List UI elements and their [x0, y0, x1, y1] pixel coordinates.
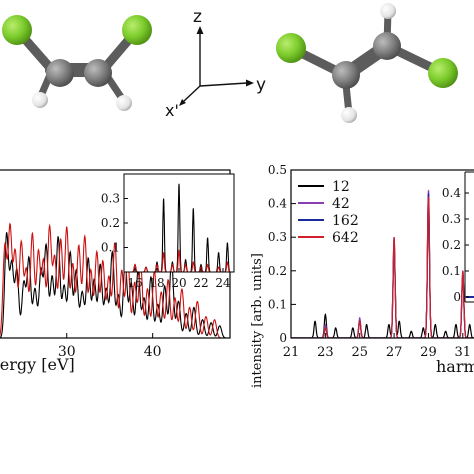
hydrogen-atom: [380, 3, 396, 19]
legend-label-12: 12: [332, 179, 350, 195]
right-y-axis-label: intensity [arb. units]: [250, 253, 265, 388]
right-x-tick-label: 25: [351, 345, 368, 360]
right-x-tick-label: 23: [317, 345, 334, 360]
axis-label-y: y: [256, 75, 266, 95]
legend-label-642: 642: [332, 230, 359, 246]
carbon-atom: [332, 61, 360, 89]
carbon-atom: [46, 59, 74, 87]
left-inset-x-tick-label: 20: [171, 276, 186, 290]
left-inset-x-tick-label: 22: [193, 276, 208, 290]
right-inset-y-tick-label: 0.1: [442, 264, 461, 278]
hydrogen-atom: [116, 95, 132, 111]
left-spectrum-chart: 30 40 energy [eV] 16 18 20 22 24 0.1 0.2 0.3: [0, 169, 235, 374]
left-inset-x-tick-label: 24: [215, 276, 231, 290]
left-x-tick-label: 40: [144, 344, 162, 360]
hydrogen-atom: [32, 92, 48, 108]
left-x-axis-label: energy [eV]: [0, 355, 75, 374]
chlorine-atom: [2, 15, 32, 45]
axis-label-z: z: [193, 7, 202, 27]
right-y-tick-label: 0.1: [268, 297, 287, 311]
right-x-tick-label: 27: [386, 345, 403, 360]
right-inset-ticks: 0 0.1 0.2 0.3 0.4: [442, 186, 469, 304]
left-x-tick-label: 30: [58, 344, 76, 360]
right-y-tick-label: 0.3: [268, 230, 287, 244]
right-x-tick-label: 31: [455, 345, 472, 360]
molecule-trans: [276, 3, 458, 123]
left-inset-y-tick-label: 0.1: [101, 241, 120, 255]
left-plot-area: [0, 222, 230, 338]
right-x-axis-label: harm: [436, 357, 474, 376]
right-x-tick-label: 29: [420, 345, 437, 360]
chlorine-atom: [428, 58, 458, 88]
left-inset-x-tick-label: 16: [127, 276, 142, 290]
right-axis-ticks: 21 23 25 27 29 31 0 0.1 0.2 0.3 0.4 0.5: [268, 163, 471, 360]
left-series-line-1: [0, 222, 230, 338]
right-y-tick-label: 0.2: [268, 264, 287, 278]
left-inset-y-tick-label: 0.3: [101, 192, 120, 206]
right-inset-y-tick-label: 0.4: [442, 186, 461, 200]
molecule-cis: [2, 15, 152, 111]
left-inset-series-line-1: [124, 249, 234, 272]
carbon-atom: [373, 32, 401, 60]
hydrogen-atom: [341, 107, 357, 123]
right-plot-frame: [290, 169, 474, 339]
chlorine-atom: [276, 33, 306, 63]
axis-label-x: x': [165, 101, 179, 120]
right-y-tick-label: 0.4: [268, 197, 287, 211]
right-y-tick-label: 0.5: [268, 163, 287, 177]
left-inset-y-tick-label: 0.2: [101, 216, 120, 230]
right-x-tick-label: 21: [283, 345, 300, 360]
left-series-line-0: [0, 232, 230, 338]
right-inset-y-tick-label: 0.2: [442, 238, 461, 252]
right-inset-y-tick-label: 0: [453, 290, 461, 304]
right-inset-background: [465, 172, 474, 302]
legend-label-162: 162: [332, 213, 359, 229]
right-harmonics-chart: 21 23 25 27 29 31 0 0.1 0.2 0.3 0.4 0.5 intensity […: [250, 163, 474, 388]
carbon-atom: [84, 59, 112, 87]
left-inset-ticks: 16 18 20 22 24 0.1 0.2 0.3: [101, 192, 231, 291]
coordinate-axes: [179, 26, 254, 106]
legend-label-42: 42: [332, 196, 350, 212]
right-inset-y-tick-label: 0.3: [442, 212, 461, 226]
left-x-ticks: 30 40: [58, 333, 162, 360]
left-inset-series-line-0: [124, 183, 234, 272]
chlorine-atom: [122, 15, 152, 45]
left-inset-plot: [124, 183, 234, 272]
right-y-tick-label: 0: [279, 331, 287, 345]
left-inset-x-tick-label: 18: [149, 276, 164, 290]
